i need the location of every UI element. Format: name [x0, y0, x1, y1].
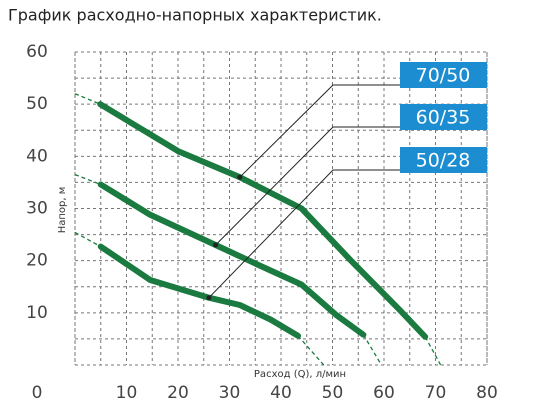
- curve-extension: [362, 334, 382, 366]
- y-tick-label: 0: [32, 383, 43, 403]
- legend-label: 60/35: [416, 107, 471, 129]
- y-tick-label: 60: [26, 42, 48, 62]
- curve-extension: [297, 335, 325, 366]
- curve-extension: [74, 173, 101, 186]
- curve-extension: [74, 93, 101, 105]
- y-axis-label: Напор, м: [57, 187, 68, 234]
- leader-dot: [206, 295, 212, 301]
- y-tick-label: 10: [26, 303, 48, 323]
- x-tick-label: 80: [476, 383, 498, 403]
- x-tick-label: 40: [270, 383, 292, 403]
- legend-box: [400, 147, 487, 173]
- curve-extension: [424, 336, 442, 366]
- curve: [97, 181, 367, 338]
- x-tick-label: 20: [167, 383, 189, 403]
- x-tick-label: 50: [322, 383, 344, 403]
- legend-label: 70/50: [416, 65, 471, 87]
- curve: [97, 243, 301, 339]
- x-axis-label: Расход (Q), л/мин: [254, 369, 346, 380]
- legend-box: [400, 104, 487, 130]
- legend-box: [400, 62, 487, 88]
- leader-line: [239, 84, 400, 178]
- leader-line: [215, 126, 400, 246]
- curve-extension: [74, 231, 102, 248]
- y-tick-label: 50: [26, 94, 48, 114]
- leader-dot: [213, 242, 219, 248]
- chart-title: График расходно-напорных характеристик.: [8, 6, 382, 25]
- leader-line: [208, 169, 400, 299]
- plot-frame: [74, 51, 488, 366]
- y-tick-label: 20: [26, 251, 48, 271]
- x-tick-label: 10: [116, 383, 138, 403]
- x-tick-label: 30: [219, 383, 241, 403]
- x-tick-label: 70: [425, 383, 447, 403]
- legend-label: 50/28: [416, 150, 471, 172]
- leader-dot: [237, 174, 243, 180]
- curve: [97, 101, 429, 340]
- x-tick-label: 60: [373, 383, 395, 403]
- y-tick-label: 30: [26, 199, 48, 219]
- y-tick-label: 40: [26, 146, 48, 166]
